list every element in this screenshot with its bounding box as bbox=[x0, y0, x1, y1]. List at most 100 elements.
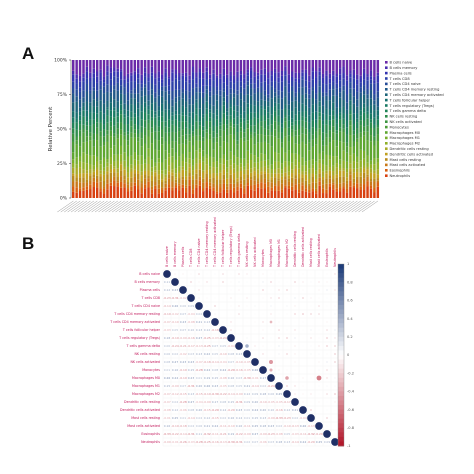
bar-segment bbox=[143, 135, 147, 144]
sample-tick-label bbox=[307, 200, 324, 213]
bar-segment bbox=[119, 69, 123, 72]
bar-segment bbox=[335, 156, 338, 164]
bar-segment bbox=[205, 129, 208, 133]
bar-segment bbox=[273, 72, 277, 82]
correlation-value: 0.26 bbox=[300, 424, 307, 428]
bar-segment bbox=[130, 117, 133, 121]
correlation-circle bbox=[310, 305, 312, 307]
bar-segment bbox=[174, 185, 178, 188]
bar-segment bbox=[150, 186, 154, 190]
bar-segment bbox=[226, 108, 229, 112]
sample-bar bbox=[205, 60, 208, 198]
bar-segment bbox=[215, 75, 219, 78]
bar-segment bbox=[328, 175, 332, 179]
bar-segment bbox=[92, 77, 95, 88]
colorbar-step bbox=[338, 359, 344, 365]
bar-segment bbox=[321, 151, 325, 160]
correlation-value: 0.09 bbox=[324, 440, 331, 444]
bar-segment bbox=[373, 178, 376, 182]
bar-segment bbox=[277, 60, 280, 73]
sample-tick-label bbox=[204, 200, 221, 213]
correlation-value: -0.19 bbox=[171, 336, 179, 340]
bar-segment bbox=[126, 124, 130, 132]
bar-segment bbox=[318, 173, 321, 178]
bar-segment bbox=[270, 86, 273, 91]
bar-segment bbox=[345, 183, 349, 189]
bar-segment bbox=[304, 60, 308, 70]
bar-segment bbox=[113, 85, 116, 90]
bar-segment bbox=[270, 180, 273, 183]
bar-segment bbox=[219, 192, 222, 198]
sample-bar bbox=[178, 60, 181, 198]
bar-segment bbox=[126, 73, 130, 79]
correlation-value: 0.23 bbox=[180, 320, 187, 324]
bar-segment bbox=[260, 161, 263, 168]
correlation-value: 0.06 bbox=[164, 352, 171, 356]
bar-segment bbox=[143, 87, 147, 96]
bar-segment bbox=[212, 73, 215, 81]
bar-segment bbox=[291, 129, 294, 133]
bar-segment bbox=[150, 167, 154, 172]
bar-segment bbox=[328, 83, 332, 90]
bar-segment bbox=[157, 116, 161, 121]
correlation-value: -0.17 bbox=[283, 400, 291, 404]
bar-segment bbox=[89, 72, 92, 78]
bar-segment bbox=[154, 111, 157, 115]
bar-segment bbox=[78, 136, 82, 147]
bar-segment bbox=[308, 150, 311, 161]
bar-segment bbox=[297, 183, 301, 190]
bar-segment bbox=[335, 83, 338, 89]
correlation-circle bbox=[318, 401, 320, 403]
bar-segment bbox=[147, 90, 150, 95]
bar-segment bbox=[202, 141, 205, 151]
colorbar-step bbox=[338, 345, 344, 351]
bar-segment bbox=[277, 77, 280, 83]
bar-segment bbox=[174, 173, 178, 178]
bar-segment bbox=[325, 178, 328, 184]
legend-swatch bbox=[385, 131, 388, 134]
bar-segment bbox=[113, 145, 116, 155]
sample-bar bbox=[328, 60, 332, 198]
bar-segment bbox=[321, 184, 325, 189]
bar-segment bbox=[369, 79, 373, 84]
bar-segment bbox=[249, 138, 253, 154]
correlation-value: -0.08 bbox=[219, 376, 227, 380]
bar-segment bbox=[174, 102, 178, 111]
bar-segment bbox=[273, 88, 277, 93]
bar-segment bbox=[369, 105, 373, 114]
bar-segment bbox=[284, 161, 287, 167]
bar-segment bbox=[335, 130, 338, 134]
bar-segment bbox=[239, 106, 243, 115]
sample-bar bbox=[130, 60, 133, 198]
bar-segment bbox=[239, 81, 243, 87]
legend-label: T cells CD4 memory resting bbox=[389, 88, 440, 92]
bar-segment bbox=[270, 164, 273, 170]
bar-segment bbox=[349, 135, 352, 148]
correlation-value: 0.06 bbox=[196, 424, 203, 428]
sample-tick-label bbox=[354, 200, 372, 213]
bar-segment bbox=[109, 185, 113, 198]
correlation-circle bbox=[334, 353, 336, 355]
column-label: T cells follicular helper bbox=[221, 229, 225, 268]
sample-bar bbox=[291, 60, 294, 198]
bar-segment bbox=[284, 86, 287, 97]
bar-segment bbox=[164, 169, 167, 175]
bar-segment bbox=[95, 167, 99, 170]
bar-segment bbox=[260, 60, 263, 70]
bar-segment bbox=[222, 60, 226, 69]
bar-segment bbox=[167, 76, 171, 79]
correlation-circle bbox=[206, 305, 208, 307]
bar-segment bbox=[188, 185, 191, 198]
bar-segment bbox=[362, 85, 366, 91]
bar-segment bbox=[366, 125, 369, 132]
bar-segment bbox=[198, 125, 202, 129]
bar-segment bbox=[345, 94, 349, 103]
bar-segment bbox=[140, 181, 143, 184]
bar-segment bbox=[243, 166, 246, 170]
bar-segment bbox=[308, 178, 311, 184]
bar-segment bbox=[284, 121, 287, 128]
bar-segment bbox=[243, 188, 246, 194]
correlation-value: 0.07 bbox=[180, 328, 187, 332]
correlation-value: -0.18 bbox=[203, 360, 211, 364]
correlation-value: 0.13 bbox=[284, 440, 291, 444]
